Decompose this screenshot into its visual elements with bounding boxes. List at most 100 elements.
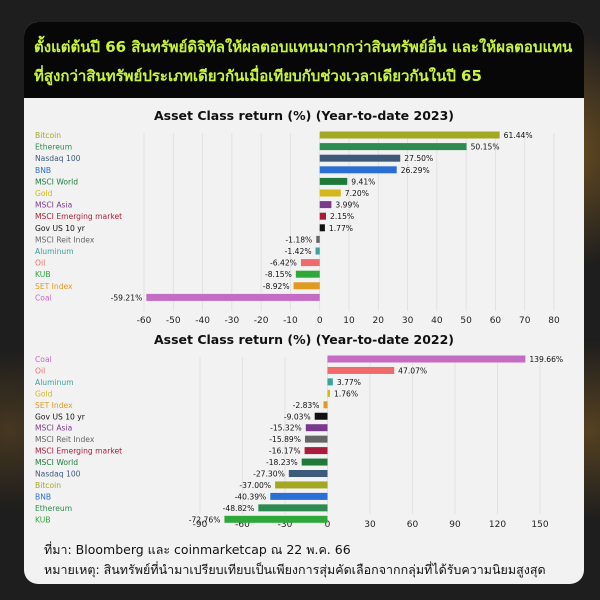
chart-1-category-label: SET Index (35, 282, 73, 291)
chart-2-bar (301, 458, 328, 466)
chart-1-tick-label: 30 (402, 316, 414, 326)
chart-2-category-label: Gold (35, 389, 53, 398)
chart-2-category-label: Nasdaq 100 (35, 470, 81, 479)
chart-1-category-label: KUB (35, 270, 51, 279)
chart-2-value-label: -72.76% (189, 515, 221, 524)
chart-2-value-label: -15.32% (270, 424, 302, 433)
chart-1-value-label: 50.15% (471, 143, 500, 152)
chart-1-bar (319, 201, 332, 209)
chart-2-bar (275, 481, 328, 489)
chart-1-bar (319, 131, 500, 139)
chart-1-bar (319, 166, 397, 174)
chart-2-value-label: 3.77% (337, 378, 361, 387)
chart-2-bar (314, 412, 328, 420)
chart-2-value-label: -2.83% (293, 401, 320, 410)
chart-1-value-label: -8.15% (265, 270, 292, 279)
chart-1-tick-label: 0 (317, 316, 323, 326)
chart-1-bar (319, 154, 401, 162)
headline-line-1: ตั้งแต่ต้นปี 66 สินทรัพย์ดิจิทัลให้ผลตอบ… (34, 38, 573, 56)
chart-1-tick-label: -30 (225, 316, 240, 326)
chart-2-bar (327, 355, 526, 363)
chart-1-tick-label: -50 (166, 316, 181, 326)
chart-1-value-label: 26.29% (401, 166, 430, 175)
chart-2-tick-label: 90 (449, 520, 461, 530)
chart-1-bar (319, 224, 325, 232)
chart-2-value-label: -37.00% (239, 481, 271, 490)
charts-area: Asset Class return (%) (Year-to-date 202… (35, 108, 563, 530)
infographic-card: ตั้งแต่ต้นปี 66 สินทรัพย์ดิจิทัลให้ผลตอบ… (24, 22, 584, 584)
chart-2-tick-label: 150 (531, 520, 548, 530)
chart-2-value-label: -48.82% (223, 504, 255, 513)
chart-1-tick-label: 70 (519, 316, 531, 326)
chart-2-bar (270, 492, 328, 500)
chart-1-bar (300, 259, 320, 267)
chart-1-category-label: Coal (35, 293, 52, 302)
headline-banner: ตั้งแต่ต้นปี 66 สินทรัพย์ดิจิทัลให้ผลตอบ… (24, 22, 584, 98)
chart-1-category-label: Ethereum (35, 143, 72, 152)
chart-1-bar (319, 177, 348, 185)
chart-1-value-label: 27.50% (404, 154, 433, 163)
chart-1-value-label: 61.44% (504, 131, 533, 140)
chart-1-category-label: MSCI Asia (35, 201, 72, 210)
chart-2-bar (323, 401, 328, 409)
chart-1-value-label: 7.20% (345, 189, 369, 198)
source-note: ที่มา: Bloomberg และ coinmarketcap ณ 22 … (44, 542, 351, 557)
chart-1-tick-label: -10 (283, 316, 298, 326)
chart-2-category-label: Ethereum (35, 504, 72, 513)
chart-2-category-label: BNB (35, 492, 51, 501)
chart-2-category-label: MSCI Asia (35, 424, 72, 433)
chart-2-tick-label: 0 (325, 520, 331, 530)
chart-1-tick-label: 60 (490, 316, 502, 326)
chart-1-value-label: -59.21% (111, 293, 143, 302)
chart-2-bar (304, 435, 328, 443)
chart-2-value-label: -9.03% (284, 412, 311, 421)
chart-1-value-label: -6.42% (270, 259, 297, 268)
chart-1-value-label: -8.92% (263, 282, 290, 291)
chart-2-category-label: Oil (35, 366, 45, 375)
chart-1-bar (316, 235, 320, 243)
chart-1-tick-label: -60 (137, 316, 152, 326)
chart-2-category-label: SET Index (35, 401, 73, 410)
chart-2-value-label: 47.07% (398, 366, 427, 375)
chart-1-bar (319, 189, 341, 197)
chart-2-bar (327, 378, 333, 386)
chart-2-bar (288, 470, 328, 477)
chart-2-bar (327, 389, 330, 397)
chart-1-tick-label: 50 (460, 316, 472, 326)
chart-2-category-label: MSCI Reit Index (35, 435, 95, 444)
chart-2-tick-label: -30 (278, 520, 293, 530)
chart-2-value-label: 139.66% (529, 355, 563, 364)
chart-2-tick-label: 60 (407, 520, 419, 530)
chart-2-category-label: Coal (35, 355, 52, 364)
chart-1-category-label: Gov US 10 yr (35, 224, 86, 233)
chart-1-value-label: 3.99% (335, 201, 359, 210)
chart-2-bar (304, 447, 328, 455)
chart-2-tick-label: 30 (364, 520, 376, 530)
chart-2-category-label: KUB (35, 515, 51, 524)
chart-2-bar (224, 515, 328, 523)
chart-2-title: Asset Class return (%) (Year-to-date 202… (154, 332, 454, 347)
chart-2-value-label: -40.39% (235, 492, 267, 501)
chart-2-tick-label: -90 (193, 520, 208, 530)
chart-1-bar (293, 282, 320, 290)
chart-1-category-label: MSCI World (35, 177, 78, 186)
chart-2-bar (327, 366, 395, 374)
chart-2-bar (258, 504, 328, 512)
chart-1-category-label: Oil (35, 259, 45, 268)
chart-1-category-label: Gold (35, 189, 53, 198)
chart-1-category-label: MSCI Emerging market (35, 212, 122, 221)
chart-2-value-label: -15.89% (269, 435, 301, 444)
chart-2-tick-label: 120 (489, 520, 506, 530)
chart-2-value-label: -27.30% (253, 470, 285, 479)
chart-2-category-label: Bitcoin (35, 481, 61, 490)
chart-2-value-label: -16.17% (269, 447, 301, 456)
chart-1-bar (315, 247, 320, 255)
chart-1-bar (319, 212, 327, 220)
chart-2-value-label: -18.23% (266, 458, 298, 467)
chart-1-tick-label: -40 (195, 316, 210, 326)
chart-2-value-label: 1.76% (334, 389, 358, 398)
chart-2-category-label: MSCI World (35, 458, 78, 467)
chart-1-bar (146, 293, 320, 301)
chart-1-bar (295, 270, 320, 278)
chart-2-tick-label: -60 (235, 520, 250, 530)
